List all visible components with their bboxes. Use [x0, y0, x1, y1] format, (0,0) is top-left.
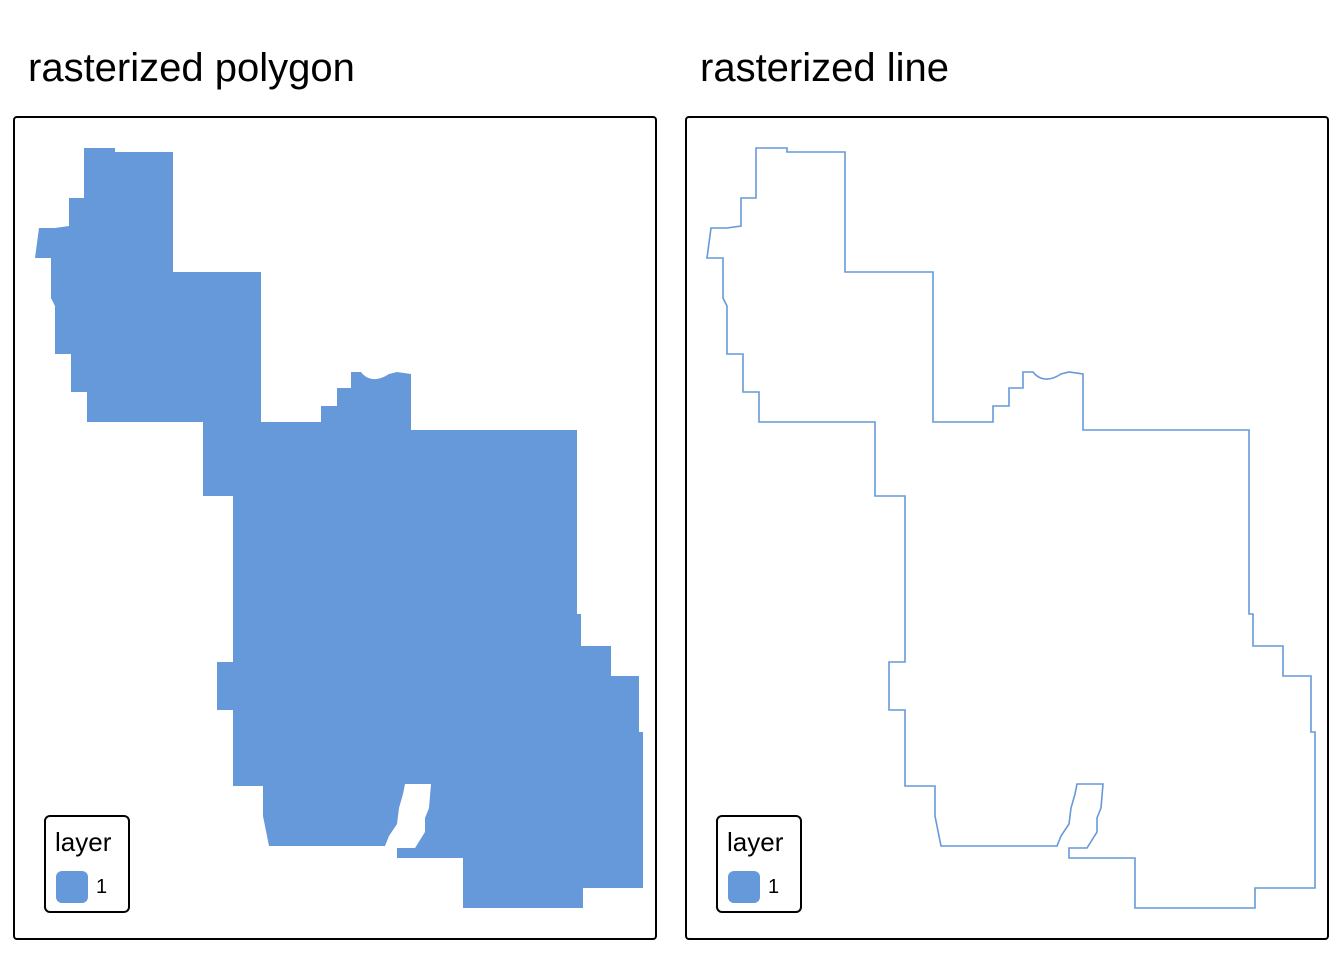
legend-label: 1 [96, 876, 108, 898]
raster-polygon-shape [35, 148, 643, 908]
panel-title-line: rasterized line [700, 46, 950, 90]
panel-title-polygon: rasterized polygon [28, 46, 355, 90]
map-frame-line: layer 1 [685, 116, 1329, 940]
raster-line-shape [706, 147, 1316, 909]
legend-swatch [728, 871, 760, 903]
legend-swatch [56, 871, 88, 903]
legend-title: layer [727, 827, 784, 857]
raster-polygon-map [35, 148, 643, 908]
legend-line: layer 1 [716, 815, 802, 913]
legend-label: 1 [768, 876, 780, 898]
legend-polygon: layer 1 [44, 815, 130, 913]
map-frame-polygon: layer 1 [13, 116, 657, 940]
raster-line-map [706, 147, 1316, 909]
legend-title: layer [55, 827, 112, 857]
